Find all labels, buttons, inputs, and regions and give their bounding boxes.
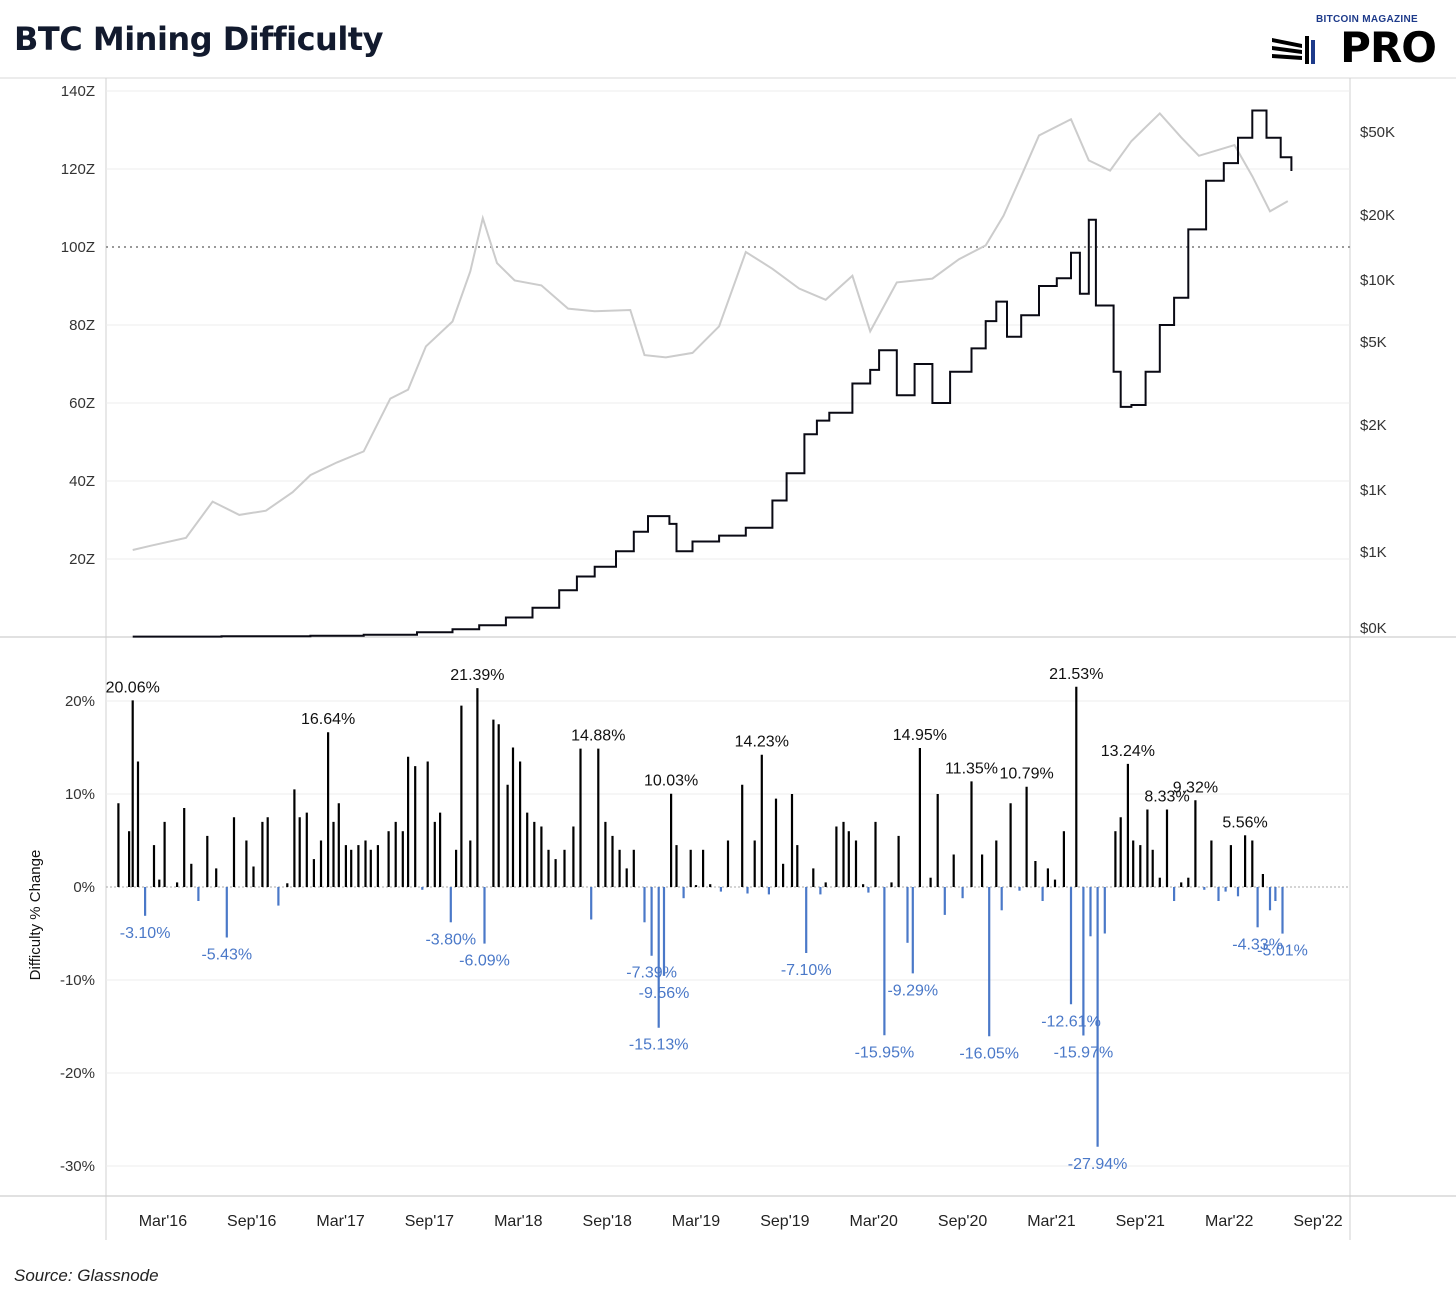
chart-frame xyxy=(0,77,1456,1240)
top-gridlines xyxy=(106,90,1350,560)
brand-logo: BITCOIN MAGAZINE PRO xyxy=(1272,14,1442,70)
bottom-axis-tick-label: 0% xyxy=(73,879,95,896)
left-axis-tick-label: 100Z xyxy=(61,239,95,256)
x-axis-tick-label: Sep'16 xyxy=(227,1213,276,1230)
right-axis-tick-label: $1K xyxy=(1360,544,1387,561)
right-axis-tick-label: $50K xyxy=(1360,124,1395,141)
bar-data-label: -7.10% xyxy=(781,962,832,979)
btc-price-line xyxy=(132,111,1289,551)
left-axis-tick-label: 140Z xyxy=(61,83,95,100)
bottom-axis-tick-label: -20% xyxy=(60,1065,95,1082)
x-axis-tick-label: Mar'18 xyxy=(494,1213,543,1230)
bottom-gridlines xyxy=(106,700,1350,1167)
bottom-axis-tick-label: 10% xyxy=(65,786,95,803)
bar-data-label: -15.95% xyxy=(855,1044,915,1061)
right-axis-tick-label: $2K xyxy=(1360,417,1387,434)
left-axis-tick-label: 120Z xyxy=(61,161,95,178)
difficulty-line xyxy=(132,109,1293,638)
right-axis-tick-label: $5K xyxy=(1360,334,1387,351)
left-axis-tick-label: 40Z xyxy=(69,473,95,490)
right-axis-ticks: $50K $20K $10K $5K $2K $1K $1K $0K xyxy=(1360,124,1395,637)
x-axis-tick-label: Sep'18 xyxy=(583,1213,632,1230)
bar-data-label: -15.13% xyxy=(629,1037,689,1054)
page-title: BTC Mining Difficulty xyxy=(14,20,383,58)
bar-data-label: 21.53% xyxy=(1049,666,1103,683)
bottom-axis-tick-label: -30% xyxy=(60,1158,95,1175)
bar-data-label: 11.35% xyxy=(945,760,998,777)
bar-data-label: -16.05% xyxy=(959,1045,1019,1062)
x-axis-tick-label: Mar'16 xyxy=(139,1213,188,1230)
logo-brand-text: BITCOIN MAGAZINE xyxy=(1315,14,1418,25)
bottom-y-ticks: 20% 10% 0% -10% -20% -30% xyxy=(60,693,95,1175)
right-axis-tick-label: $10K xyxy=(1360,272,1395,289)
x-axis-tick-label: Mar'21 xyxy=(1027,1213,1076,1230)
top-series xyxy=(132,109,1293,638)
bar-data-label: -3.10% xyxy=(120,925,171,942)
bar-data-label: 9.32% xyxy=(1173,779,1218,796)
x-axis-tick-label: Sep'17 xyxy=(405,1213,454,1230)
right-axis-tick-label: $20K xyxy=(1360,207,1395,224)
source-note: Source: Glassnode xyxy=(14,1266,159,1285)
bar-data-label: -3.80% xyxy=(425,931,476,948)
right-axis-tick-label: $1K xyxy=(1360,482,1387,499)
bar-data-label: -12.61% xyxy=(1041,1013,1101,1030)
bar-data-label: -6.09% xyxy=(459,953,510,970)
bar-data-label: 21.39% xyxy=(450,667,504,684)
bar-data-label: 14.95% xyxy=(893,727,947,744)
bar-data-label: -9.29% xyxy=(887,982,938,999)
bar-data-label: 13.24% xyxy=(1101,743,1155,760)
bar-data-label: -27.94% xyxy=(1068,1156,1128,1173)
x-axis-tick-label: Sep'20 xyxy=(938,1213,987,1230)
bar-data-label: 14.88% xyxy=(571,728,625,745)
bar-data-label: 16.64% xyxy=(301,711,355,728)
bottom-axis-tick-label: 20% xyxy=(65,693,95,710)
bar-data-label: -9.56% xyxy=(639,985,690,1002)
x-axis-tick-label: Sep'19 xyxy=(760,1213,809,1230)
bar-data-label: -4.33% xyxy=(1232,936,1283,953)
difficulty-change-bars xyxy=(117,686,1284,1147)
x-axis-tick-label: Mar'20 xyxy=(849,1213,898,1230)
x-axis-tick-label: Sep'22 xyxy=(1293,1213,1342,1230)
left-axis-tick-label: 80Z xyxy=(69,317,95,334)
left-axis-tick-label: 20Z xyxy=(69,551,95,568)
bar-data-label: -5.01% xyxy=(1257,943,1308,960)
bar-data-label: 5.56% xyxy=(1222,814,1267,831)
bar-data-label: 10.03% xyxy=(644,773,698,790)
logo-bars-icon xyxy=(1272,36,1315,64)
left-axis-tick-label: 60Z xyxy=(69,395,95,412)
left-axis-ticks: 140Z 120Z 100Z 80Z 60Z 40Z 20Z xyxy=(61,83,95,568)
bar-data-label: 10.79% xyxy=(999,766,1053,783)
right-axis-tick-label: $0K xyxy=(1360,620,1387,637)
x-axis-ticks: Mar'16 Sep'16 Mar'17 Sep'17 Mar'18 Sep'18 Mar'… xyxy=(139,1213,1343,1230)
bar-data-label: 14.23% xyxy=(735,734,789,751)
x-axis-tick-label: Mar'17 xyxy=(316,1213,365,1230)
bar-data-label: -5.43% xyxy=(201,947,252,964)
bar-data-label: 20.06% xyxy=(106,679,160,696)
x-axis-tick-label: Mar'19 xyxy=(672,1213,721,1230)
x-axis-tick-label: Mar'22 xyxy=(1205,1213,1254,1230)
bar-data-label: -7.39% xyxy=(626,965,677,982)
bottom-y-axis-label: Difficulty % Change xyxy=(27,850,44,981)
bar-data-label: 8.33% xyxy=(1144,789,1189,806)
bar-data-labels: 20.06% 16.64% 21.39% 14.88% 10.03% 14.23% 14.9… xyxy=(106,666,1308,1173)
logo-word: PRO xyxy=(1340,23,1437,72)
bottom-axis-tick-label: -10% xyxy=(60,972,95,989)
x-axis-tick-label: Sep'21 xyxy=(1116,1213,1165,1230)
bar-data-label: -15.97% xyxy=(1054,1045,1114,1062)
